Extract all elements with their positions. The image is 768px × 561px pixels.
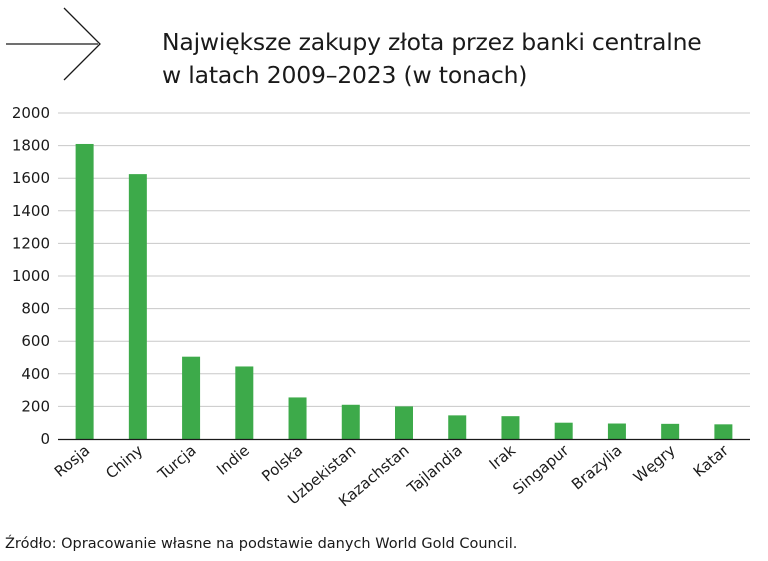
gridlines [58,112,750,407]
x-tick-label: Tajlandia [403,441,466,498]
y-tick-label: 800 [21,300,50,318]
bar [341,404,360,439]
x-tick-label: Indie [213,441,253,478]
y-tick-label: 400 [21,365,50,383]
y-tick-label: 200 [21,397,50,415]
x-tick-label: Chiny [102,441,146,482]
y-tick-label: 1400 [12,202,50,220]
chart-title: Największe zakupy złota przez banki cent… [162,26,702,92]
bar [501,416,520,439]
bar [448,415,467,439]
bar [554,422,573,439]
bar [607,423,626,439]
y-tick-label: 0 [40,430,50,448]
x-tick-label: Rosja [51,441,93,481]
bars [75,143,733,439]
y-tick-label: 1600 [12,169,50,187]
x-tick-label: Turcja [154,441,200,484]
bar [182,356,201,439]
y-tick-label: 1000 [12,267,50,285]
bar [235,366,254,439]
y-tick-label: 1200 [12,234,50,252]
x-tick-label: Katar [690,441,733,481]
y-tick-label: 1800 [12,137,50,155]
bar [395,406,413,439]
bar [75,143,94,439]
x-tick-label: Brazylia [568,441,625,493]
x-tick-label: Węgry [630,441,679,486]
x-axis-category-labels: Rosja Chiny Turcja Indie PolskaUzbekistanKaz… [51,441,733,511]
x-tick-label: Singapur [509,441,573,498]
y-tick-label: 600 [21,332,50,350]
source-note: Źródło: Opracowanie własne na podstawie … [5,536,518,552]
chart-title-line-1: Największe zakupy złota przez banki cent… [162,28,702,56]
chart-title-line-2: w latach 2009–2023 (w tonach) [162,61,528,89]
bar [128,174,147,439]
y-tick-label: 2000 [12,104,50,122]
y-axis-tick-labels: 0 200 400 600 800 1000 1200 1400 1600 1800 2000 [12,104,50,448]
x-tick-label: Irak [486,441,520,473]
arrow-right-icon [6,7,101,81]
bar-chart: 0 200 400 600 800 1000 1200 1400 1600 1800 2000 Ro… [12,104,750,511]
bar [661,423,680,439]
x-tick-label: Polska [258,441,306,485]
bar [288,397,307,439]
bar [714,424,733,439]
